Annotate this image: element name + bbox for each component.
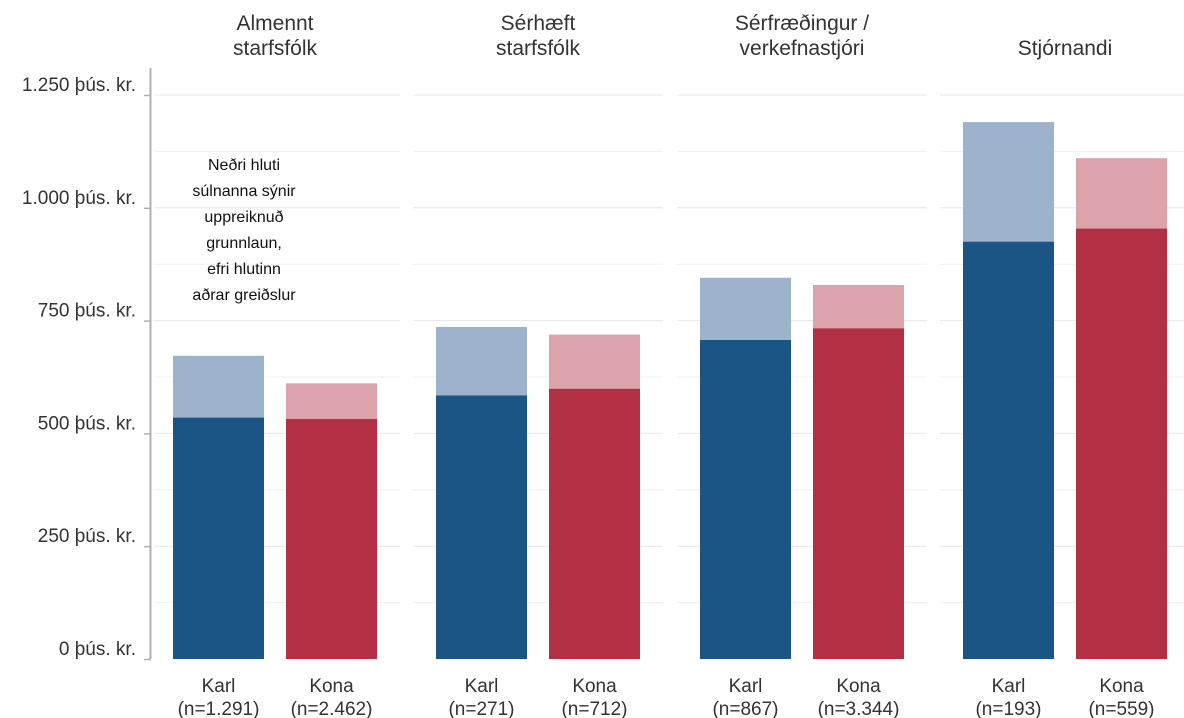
y-tick-label: 750 þús. kr.: [38, 301, 136, 322]
annotation-text: grunnlaun,: [206, 235, 282, 252]
category-label: Karl: [202, 676, 236, 697]
annotation-text: súlnanna sýnir: [192, 183, 296, 200]
sample-size-label: (n=1.291): [178, 699, 260, 718]
y-tick-label: 1.250 þús. kr.: [22, 75, 136, 96]
category-label: Kona: [572, 676, 617, 697]
bar-other-payments: [436, 326, 527, 396]
panel-title: Sérhæft: [501, 12, 576, 35]
sample-size-label: (n=271): [448, 699, 514, 718]
category-label: Karl: [729, 676, 763, 697]
sample-size-label: (n=193): [975, 699, 1041, 718]
category-label: Kona: [836, 676, 881, 697]
bar-other-payments: [286, 383, 377, 419]
category-label: Kona: [309, 676, 354, 697]
bar-base-salary: [549, 388, 640, 659]
panel-title: Sérfræðingur /: [735, 12, 869, 35]
panel-title: verkefnastjóri: [740, 37, 865, 60]
category-label: Karl: [992, 676, 1026, 697]
panel-title: starfsfólk: [496, 37, 581, 60]
annotation-text: aðrar greiðslur: [192, 287, 296, 304]
bar-base-salary: [286, 418, 377, 659]
y-tick-label: 500 þús. kr.: [38, 413, 136, 434]
bar-other-payments: [963, 122, 1054, 242]
bar-other-payments: [813, 284, 904, 329]
bar-base-salary: [700, 340, 791, 659]
sample-size-label: (n=2.462): [291, 699, 373, 718]
sample-size-label: (n=712): [561, 699, 627, 718]
bar-base-salary: [963, 241, 1054, 659]
bar-other-payments: [173, 355, 264, 418]
y-tick-label: 250 þús. kr.: [38, 526, 136, 547]
y-tick-label: 1.000 þús. kr.: [22, 188, 136, 209]
annotation-text: Neðri hluti: [208, 157, 280, 174]
annotation-text: efri hlutinn: [207, 261, 281, 278]
bar-base-salary: [813, 328, 904, 659]
bar-base-salary: [436, 395, 527, 659]
bar-base-salary: [173, 417, 264, 659]
sample-size-label: (n=559): [1088, 699, 1154, 718]
panel-title: Stjórnandi: [1018, 37, 1113, 60]
annotation-text: uppreiknuð: [204, 209, 283, 226]
sample-size-label: (n=867): [712, 699, 778, 718]
bar-other-payments: [1076, 158, 1167, 229]
panel-title: Almennt: [236, 12, 313, 35]
bar-base-salary: [1076, 228, 1167, 659]
bar-other-payments: [700, 277, 791, 341]
sample-size-label: (n=3.344): [818, 699, 900, 718]
panel-title: starfsfólk: [233, 37, 318, 60]
bar-other-payments: [549, 334, 640, 389]
category-label: Karl: [465, 676, 499, 697]
category-label: Kona: [1099, 676, 1144, 697]
y-tick-label: 0 þús. kr.: [59, 639, 136, 660]
